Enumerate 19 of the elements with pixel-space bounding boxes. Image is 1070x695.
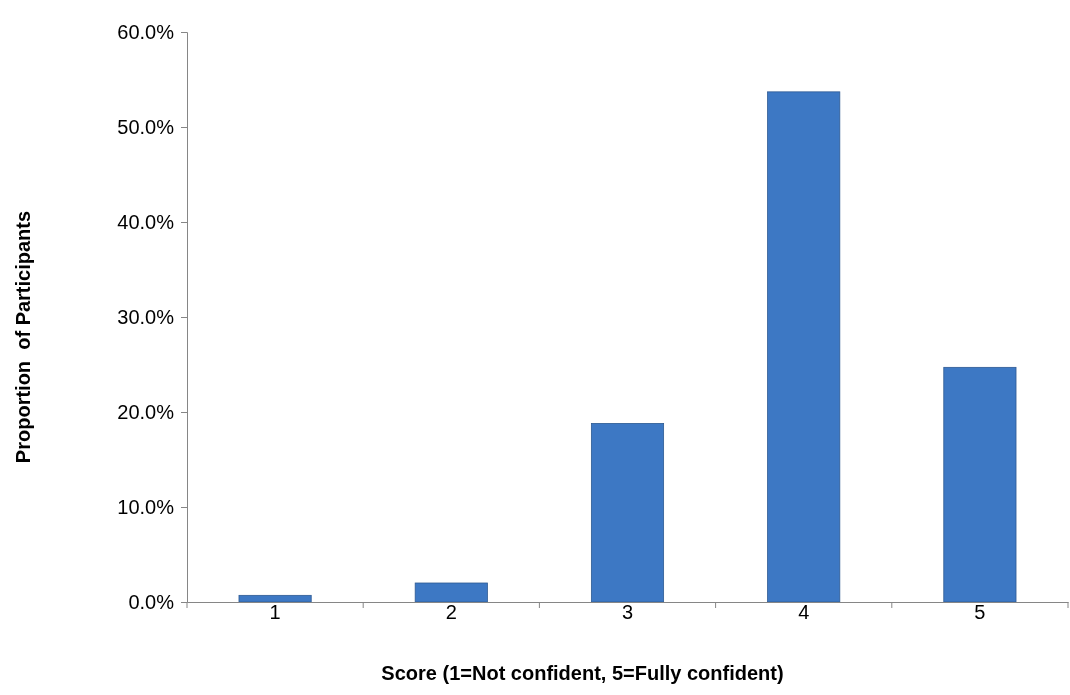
y-tick-label: 30.0%: [117, 305, 175, 328]
y-axis-title: Proportion of Participants: [12, 210, 34, 464]
y-tick-label: 60.0%: [117, 20, 175, 43]
y-tick-label: 50.0%: [117, 115, 175, 138]
x-tick-label: 3: [621, 601, 634, 623]
y-tick-label: 40.0%: [117, 210, 175, 233]
bar: [590, 423, 665, 603]
bar: [767, 91, 841, 603]
x-tick-label: 1: [269, 601, 281, 623]
x-tick-label: 2: [445, 601, 457, 623]
y-tick-label: 10.0%: [117, 495, 175, 518]
bar: [414, 582, 488, 603]
y-tick-label: 20.0%: [117, 400, 175, 423]
y-tick-label: 0.0%: [128, 590, 175, 613]
x-tick-label: 4: [798, 601, 810, 623]
bar: [238, 594, 312, 603]
x-axis-title: Score (1=Not confident, 5=Fully confident): [381, 662, 784, 684]
x-tick-label: 5: [974, 601, 986, 623]
bar: [943, 366, 1017, 603]
